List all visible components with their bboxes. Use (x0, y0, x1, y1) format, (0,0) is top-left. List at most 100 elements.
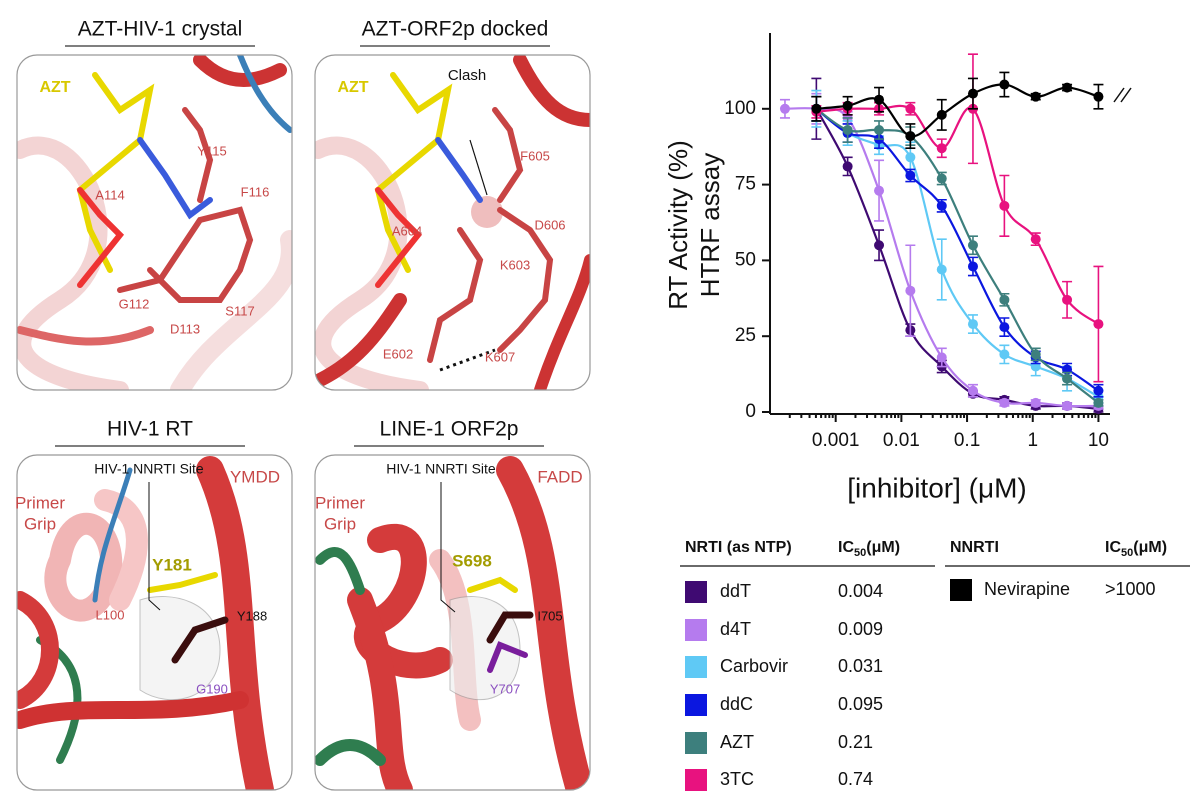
residue-label: D606 (534, 217, 565, 232)
legend-entry: ddC (720, 694, 753, 714)
panel-frame (16, 54, 293, 391)
data-point (999, 294, 1010, 305)
table-header: IC50(μM) (1105, 539, 1167, 559)
data-point (1062, 82, 1073, 93)
table-header: NRTI (as NTP) (685, 539, 792, 556)
legend-swatch (685, 769, 707, 791)
ic-unit: (μM) (866, 539, 900, 556)
y-axis-label: HTRF assay (695, 153, 725, 297)
x-tick-label: 0.001 (812, 430, 860, 451)
data-point (967, 88, 978, 99)
residue-label: G112 (119, 296, 150, 311)
legend-swatch (685, 656, 707, 678)
legend-entry: Carbovir (720, 656, 788, 676)
ic50-value: 0.21 (838, 732, 873, 752)
y-tick-label: 100 (724, 98, 756, 119)
data-point (874, 240, 885, 251)
residue-label: FADD (537, 467, 582, 486)
x-tick-label: 1 (1027, 430, 1038, 451)
data-point (874, 94, 885, 105)
residue-label: F605 (520, 148, 550, 163)
residue-label: AZT (39, 79, 70, 96)
data-point (905, 170, 916, 181)
legend-swatch (685, 581, 707, 603)
data-point (967, 319, 978, 330)
data-point (967, 261, 978, 272)
fit-line (815, 107, 1099, 398)
data-point (999, 349, 1010, 360)
ic50-value: 0.004 (838, 581, 883, 601)
fit-line (784, 107, 1099, 408)
ic-subscript: 50 (854, 547, 866, 559)
legend-entry: ddT (720, 581, 751, 601)
data-point (1062, 294, 1073, 305)
legend-swatch (685, 732, 707, 754)
residue-label: K603 (500, 257, 530, 272)
data-point (1030, 234, 1041, 245)
panel-frame (314, 54, 591, 391)
dose-response-chart: 0 25 50 75 100 0.001 0.01 0.1 1 10 RT Activity (%)… (663, 33, 1132, 503)
structure-art (315, 455, 590, 790)
ic50-value: >1000 (1105, 579, 1156, 599)
data-point (874, 125, 885, 136)
x-tick-label: 0.1 (954, 430, 980, 451)
fit-line (816, 104, 1100, 325)
y-tick-label: 25 (735, 325, 756, 346)
x-tick-label: 0.01 (883, 430, 920, 451)
residue-label: S698 (452, 551, 492, 570)
ic-label: IC (838, 539, 854, 556)
legend-entry: d4T (720, 619, 751, 639)
data-point (1093, 319, 1104, 330)
data-point (936, 173, 947, 184)
residue-label: G190 (196, 681, 228, 696)
data-point (842, 161, 853, 172)
panel-frame (314, 454, 591, 791)
data-point (936, 200, 947, 211)
data-point (811, 103, 822, 114)
ic50-value: 0.031 (838, 656, 883, 676)
data-point (874, 185, 885, 196)
residue-label: Primer (15, 493, 65, 512)
ic-label: IC (1105, 539, 1121, 556)
data-point (1030, 91, 1041, 102)
residue-label: F116 (241, 184, 270, 199)
data-point (1093, 397, 1104, 408)
structure-art (17, 55, 292, 390)
panel-title: AZT-HIV-1 crystal (78, 18, 243, 41)
legend-entry: AZT (720, 732, 754, 752)
residue-label: AZT (337, 79, 368, 96)
residue-label: D113 (170, 321, 200, 336)
data-point (842, 125, 853, 136)
residue-label: A114 (95, 187, 124, 202)
ic50-value: 0.095 (838, 694, 883, 714)
x-axis-label: [inhibitor] (μM) (847, 472, 1027, 503)
fit-line (815, 108, 1099, 411)
residue-label: Y188 (237, 608, 267, 623)
data-point (967, 385, 978, 396)
ic50-value: 0.009 (838, 619, 883, 639)
data-point (936, 352, 947, 363)
fit-line (815, 107, 1100, 404)
residue-label: Y181 (152, 555, 192, 574)
residue-label: S117 (225, 303, 254, 318)
legend-entry: 3TC (720, 769, 754, 789)
data-point (905, 152, 916, 163)
residue-label: E602 (383, 346, 413, 361)
residue-label: I705 (537, 608, 562, 623)
data-point (1030, 349, 1041, 360)
table-header: IC50(μM) (838, 539, 900, 559)
residue-label: Grip (324, 514, 356, 533)
residue-label: HIV-1 NNRTI Site (386, 461, 496, 477)
panel-title: HIV-1 RT (107, 418, 193, 441)
panel-title: LINE-1 ORF2p (380, 418, 519, 441)
legend-swatch (685, 694, 707, 716)
data-point (999, 397, 1010, 408)
legend-entry: Nevirapine (984, 579, 1070, 599)
residue-label: Primer (315, 493, 365, 512)
data-point (905, 131, 916, 142)
axis-break (1113, 87, 1132, 103)
data-point (999, 200, 1010, 211)
ic50-value: 0.74 (838, 769, 873, 789)
residue-label: Y115 (197, 143, 226, 158)
